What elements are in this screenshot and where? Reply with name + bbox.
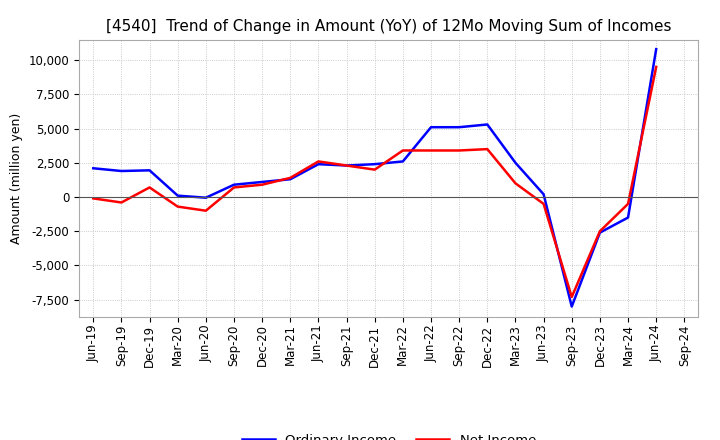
- Ordinary Income: [595, 230, 604, 235]
- Net Income: [624, 201, 632, 206]
- Line: Net Income: Net Income: [94, 67, 656, 297]
- Ordinary Income: [652, 47, 660, 52]
- Ordinary Income: [286, 176, 294, 182]
- Net Income: [652, 64, 660, 70]
- Ordinary Income: [174, 193, 182, 198]
- Ordinary Income: [117, 169, 126, 174]
- Net Income: [483, 147, 492, 152]
- Ordinary Income: [342, 163, 351, 168]
- Net Income: [145, 185, 154, 190]
- Net Income: [342, 163, 351, 168]
- Net Income: [455, 148, 464, 153]
- Ordinary Income: [202, 195, 210, 200]
- Ordinary Income: [230, 182, 238, 187]
- Net Income: [202, 208, 210, 213]
- Ordinary Income: [399, 159, 408, 164]
- Ordinary Income: [427, 125, 436, 130]
- Y-axis label: Amount (million yen): Amount (million yen): [10, 113, 23, 244]
- Ordinary Income: [483, 122, 492, 127]
- Net Income: [230, 185, 238, 190]
- Net Income: [595, 229, 604, 234]
- Net Income: [539, 201, 548, 206]
- Ordinary Income: [314, 161, 323, 167]
- Net Income: [314, 159, 323, 164]
- Net Income: [89, 196, 98, 201]
- Net Income: [117, 200, 126, 205]
- Ordinary Income: [455, 125, 464, 130]
- Title: [4540]  Trend of Change in Amount (YoY) of 12Mo Moving Sum of Incomes: [4540] Trend of Change in Amount (YoY) o…: [106, 19, 672, 34]
- Net Income: [174, 204, 182, 209]
- Net Income: [370, 167, 379, 172]
- Line: Ordinary Income: Ordinary Income: [94, 49, 656, 307]
- Net Income: [258, 182, 266, 187]
- Ordinary Income: [258, 180, 266, 185]
- Net Income: [511, 181, 520, 186]
- Ordinary Income: [370, 161, 379, 167]
- Ordinary Income: [145, 168, 154, 173]
- Ordinary Income: [89, 165, 98, 171]
- Net Income: [286, 175, 294, 180]
- Net Income: [399, 148, 408, 153]
- Legend: Ordinary Income, Net Income: Ordinary Income, Net Income: [236, 429, 541, 440]
- Ordinary Income: [567, 304, 576, 309]
- Ordinary Income: [539, 192, 548, 197]
- Ordinary Income: [511, 160, 520, 165]
- Net Income: [427, 148, 436, 153]
- Net Income: [567, 294, 576, 300]
- Ordinary Income: [624, 215, 632, 220]
